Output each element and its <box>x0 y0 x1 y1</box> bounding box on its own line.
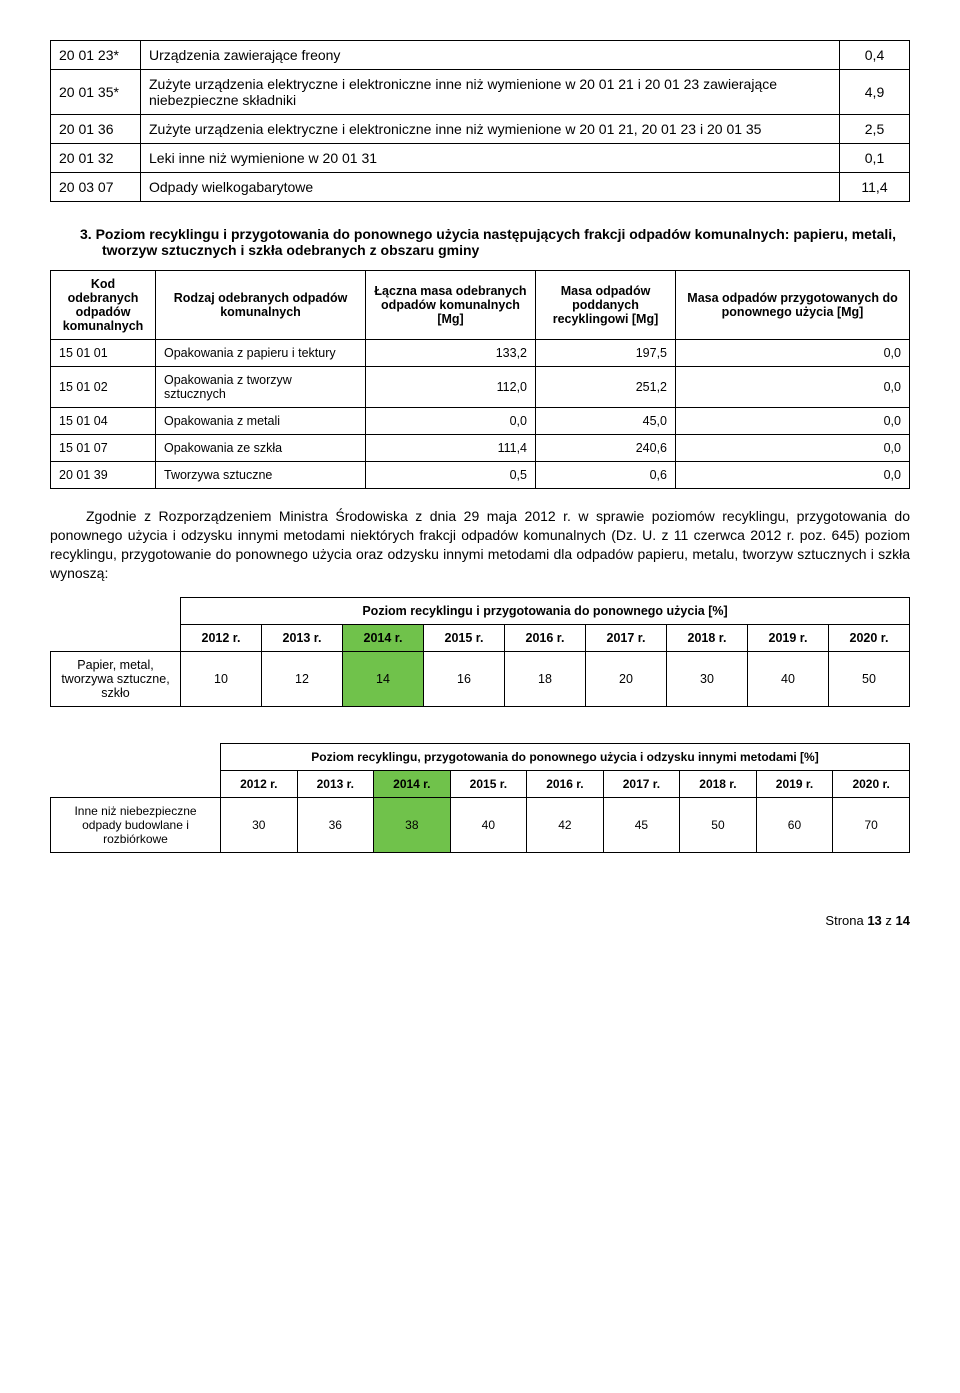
table-row: 20 01 32Leki inne niż wymienione w 20 01… <box>51 144 910 173</box>
t2-h5: Masa odpadów przygotowanych do ponownego… <box>676 271 910 340</box>
year-header: 2017 r. <box>586 624 667 651</box>
recovery-level-table: Poziom recyklingu, przygotowania do pono… <box>50 743 910 853</box>
year-header: 2020 r. <box>833 770 910 797</box>
year-header: 2015 r. <box>424 624 505 651</box>
regulation-paragraph: Zgodnie z Rozporządzeniem Ministra Środo… <box>50 507 910 583</box>
year-value: 20 <box>586 651 667 706</box>
waste-codes-table: 20 01 23*Urządzenia zawierające freony0,… <box>50 40 910 202</box>
recycling-mass-table: Kod odebranych odpadów komunalnych Rodza… <box>50 270 910 489</box>
table-caption: Poziom recyklingu i przygotowania do pon… <box>181 597 910 624</box>
page-footer: Strona 13 z 14 <box>50 913 910 928</box>
year-value: 30 <box>221 797 298 852</box>
year-header: 2013 r. <box>297 770 374 797</box>
year-header: 2014 r. <box>374 770 451 797</box>
table-row: 20 03 07Odpady wielkogabarytowe11,4 <box>51 173 910 202</box>
year-header: 2018 r. <box>667 624 748 651</box>
t2-h4: Masa odpadów poddanych recyklingowi [Mg] <box>536 271 676 340</box>
year-header: 2016 r. <box>505 624 586 651</box>
year-header: 2019 r. <box>756 770 833 797</box>
year-header: 2014 r. <box>343 624 424 651</box>
year-value: 38 <box>374 797 451 852</box>
table-row: 20 01 35*Zużyte urządzenia elektryczne i… <box>51 70 910 115</box>
year-header: 2015 r. <box>450 770 527 797</box>
year-value: 50 <box>829 651 910 706</box>
year-value: 45 <box>603 797 680 852</box>
t2-h2: Rodzaj odebranych odpadów komunalnych <box>156 271 366 340</box>
row-label: Inne niż niebezpieczne odpady budowlane … <box>51 797 221 852</box>
table-caption: Poziom recyklingu, przygotowania do pono… <box>221 743 910 770</box>
t2-h1: Kod odebranych odpadów komunalnych <box>51 271 156 340</box>
year-value: 50 <box>680 797 757 852</box>
table-row: 15 01 01Opakowania z papieru i tektury13… <box>51 340 910 367</box>
table-row: 15 01 02Opakowania z tworzyw sztucznych1… <box>51 367 910 408</box>
year-value: 36 <box>297 797 374 852</box>
year-value: 16 <box>424 651 505 706</box>
section-3-heading: 3. Poziom recyklingu i przygotowania do … <box>80 226 910 258</box>
year-header: 2017 r. <box>603 770 680 797</box>
year-value: 12 <box>262 651 343 706</box>
section-text: Poziom recyklingu i przygotowania do pon… <box>96 226 896 258</box>
year-header: 2020 r. <box>829 624 910 651</box>
year-header: 2019 r. <box>748 624 829 651</box>
year-header: 2018 r. <box>680 770 757 797</box>
table-row: 20 01 23*Urządzenia zawierające freony0,… <box>51 41 910 70</box>
year-header: 2016 r. <box>527 770 604 797</box>
year-value: 40 <box>748 651 829 706</box>
year-value: 18 <box>505 651 586 706</box>
year-value: 10 <box>181 651 262 706</box>
year-value: 70 <box>833 797 910 852</box>
recycling-level-table: Poziom recyklingu i przygotowania do pon… <box>50 597 910 707</box>
table-row: 20 01 39Tworzywa sztuczne0,50,60,0 <box>51 462 910 489</box>
row-label: Papier, metal, tworzywa sztuczne, szkło <box>51 651 181 706</box>
year-value: 40 <box>450 797 527 852</box>
year-value: 42 <box>527 797 604 852</box>
year-value: 14 <box>343 651 424 706</box>
t2-h3: Łączna masa odebranych odpadów komunalny… <box>366 271 536 340</box>
year-value: 30 <box>667 651 748 706</box>
year-value: 60 <box>756 797 833 852</box>
year-header: 2012 r. <box>181 624 262 651</box>
table-row: 15 01 07Opakowania ze szkła111,4240,60,0 <box>51 435 910 462</box>
table-row: 15 01 04Opakowania z metali0,045,00,0 <box>51 408 910 435</box>
section-number: 3. <box>80 226 92 242</box>
year-header: 2012 r. <box>221 770 298 797</box>
year-header: 2013 r. <box>262 624 343 651</box>
table-row: 20 01 36Zużyte urządzenia elektryczne i … <box>51 115 910 144</box>
